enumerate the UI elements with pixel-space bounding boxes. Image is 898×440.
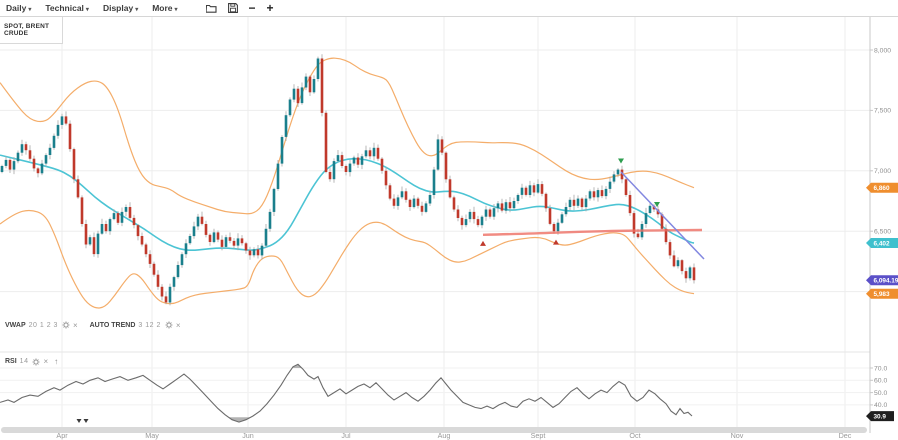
vwap-close-icon[interactable]: ×: [72, 320, 78, 330]
value-badge: [866, 182, 898, 193]
zoom-out-button[interactable]: −: [248, 1, 256, 15]
rsi-offscale-arrow-icon: [83, 419, 89, 423]
vwap-params: 20 1 2 3: [28, 321, 58, 329]
svg-text:30.9: 30.9: [874, 414, 887, 421]
svg-text:7,500: 7,500: [874, 108, 891, 115]
svg-text:Jul: Jul: [341, 431, 351, 440]
auto-trend-line[interactable]: [620, 171, 705, 260]
svg-text:Nov: Nov: [731, 431, 744, 440]
rsi-offscale-arrow-icon: [76, 419, 82, 423]
symbol-label: SPOT, BRENT CRUDE: [4, 23, 50, 37]
value-badge: [866, 275, 898, 286]
buy-arrow-icon: [480, 240, 486, 246]
auto-trend-settings-gear-icon[interactable]: [165, 321, 173, 329]
rsi-params: 14: [19, 358, 29, 365]
symbol-label-box: SPOT, BRENT CRUDE: [0, 17, 63, 44]
rsi-indicator-label-row: RSI 14 × ↑: [5, 357, 58, 366]
svg-text:7,000: 7,000: [874, 168, 891, 175]
auto-trend-close-icon[interactable]: ×: [175, 320, 181, 330]
auto-trend-params: 3 12 2: [138, 321, 161, 329]
svg-text:6,094.19: 6,094.19: [874, 278, 898, 285]
rsi-settings-gear-icon[interactable]: [32, 357, 41, 366]
sell-arrow-icon: [618, 158, 624, 164]
menu-display[interactable]: Display ▾: [102, 3, 139, 13]
vwap-label: VWAP: [5, 321, 26, 329]
axis-value-badges: 6,860 6,402 6,094.19 5,983 30.9: [866, 182, 898, 422]
svg-text:6,500: 6,500: [874, 229, 891, 236]
vwap-settings-gear-icon[interactable]: [62, 321, 70, 329]
svg-text:Aug: Aug: [438, 431, 451, 440]
svg-text:70.0: 70.0: [874, 365, 887, 372]
rsi-expand-arrow-icon[interactable]: ↑: [54, 357, 59, 366]
svg-text:50.0: 50.0: [874, 390, 887, 397]
menu-technical[interactable]: Technical ▾: [45, 3, 89, 13]
chevron-down-icon: ▾: [85, 7, 89, 13]
svg-text:8,000: 8,000: [874, 47, 891, 54]
svg-text:60.0: 60.0: [874, 378, 887, 385]
svg-text:40.0: 40.0: [874, 402, 887, 409]
svg-text:May: May: [145, 431, 159, 440]
rsi-label: RSI: [5, 358, 17, 365]
toolbar: Daily ▾ Technical ▾ Display ▾ More ▾ − +: [0, 0, 898, 17]
value-badge: [866, 238, 898, 248]
value-badge: [866, 411, 894, 422]
rsi-line: [0, 363, 693, 423]
menu-more[interactable]: More ▾: [152, 3, 178, 13]
gridlines: [0, 17, 870, 427]
svg-text:Jun: Jun: [242, 431, 254, 440]
chevron-down-icon: ▾: [135, 7, 139, 13]
bollinger-bands: [0, 57, 695, 309]
buy-arrow-icon: [553, 239, 559, 245]
zoom-in-button[interactable]: +: [266, 1, 274, 15]
chevron-down-icon: ▾: [28, 7, 32, 13]
svg-text:Oct: Oct: [629, 431, 640, 440]
rsi-panel: [0, 363, 693, 423]
save-icon[interactable]: [227, 3, 238, 13]
price-axis: 8,0007,5007,0006,5006,00070.060.050.040.…: [56, 17, 891, 440]
svg-text:Dec: Dec: [839, 431, 852, 440]
chevron-down-icon: ▾: [174, 7, 178, 13]
signal-markers: [480, 158, 660, 246]
menu-daily[interactable]: Daily ▾: [6, 3, 32, 13]
svg-text:5,983: 5,983: [874, 291, 890, 298]
svg-text:6,402: 6,402: [874, 240, 890, 247]
open-folder-icon[interactable]: [205, 4, 217, 13]
value-badge: [866, 288, 898, 299]
candlesticks: [0, 54, 696, 306]
rsi-close-icon[interactable]: ×: [43, 357, 49, 366]
horizontal-scrollbar[interactable]: [1, 427, 867, 433]
overlay-indicator-labels: VWAP 20 1 2 3 × AUTO TREND 3 12 2 ×: [5, 321, 185, 329]
vwap-line: [482, 228, 703, 237]
svg-text:Apr: Apr: [56, 431, 68, 440]
auto-trend-label: AUTO TREND: [89, 321, 136, 329]
svg-text:Sept: Sept: [531, 431, 546, 440]
svg-text:6,860: 6,860: [874, 185, 890, 192]
sell-arrow-icon: [654, 202, 660, 208]
